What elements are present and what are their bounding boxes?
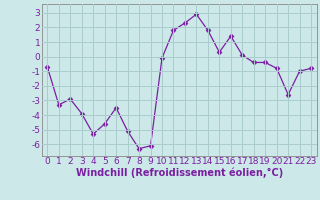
X-axis label: Windchill (Refroidissement éolien,°C): Windchill (Refroidissement éolien,°C) — [76, 168, 283, 178]
